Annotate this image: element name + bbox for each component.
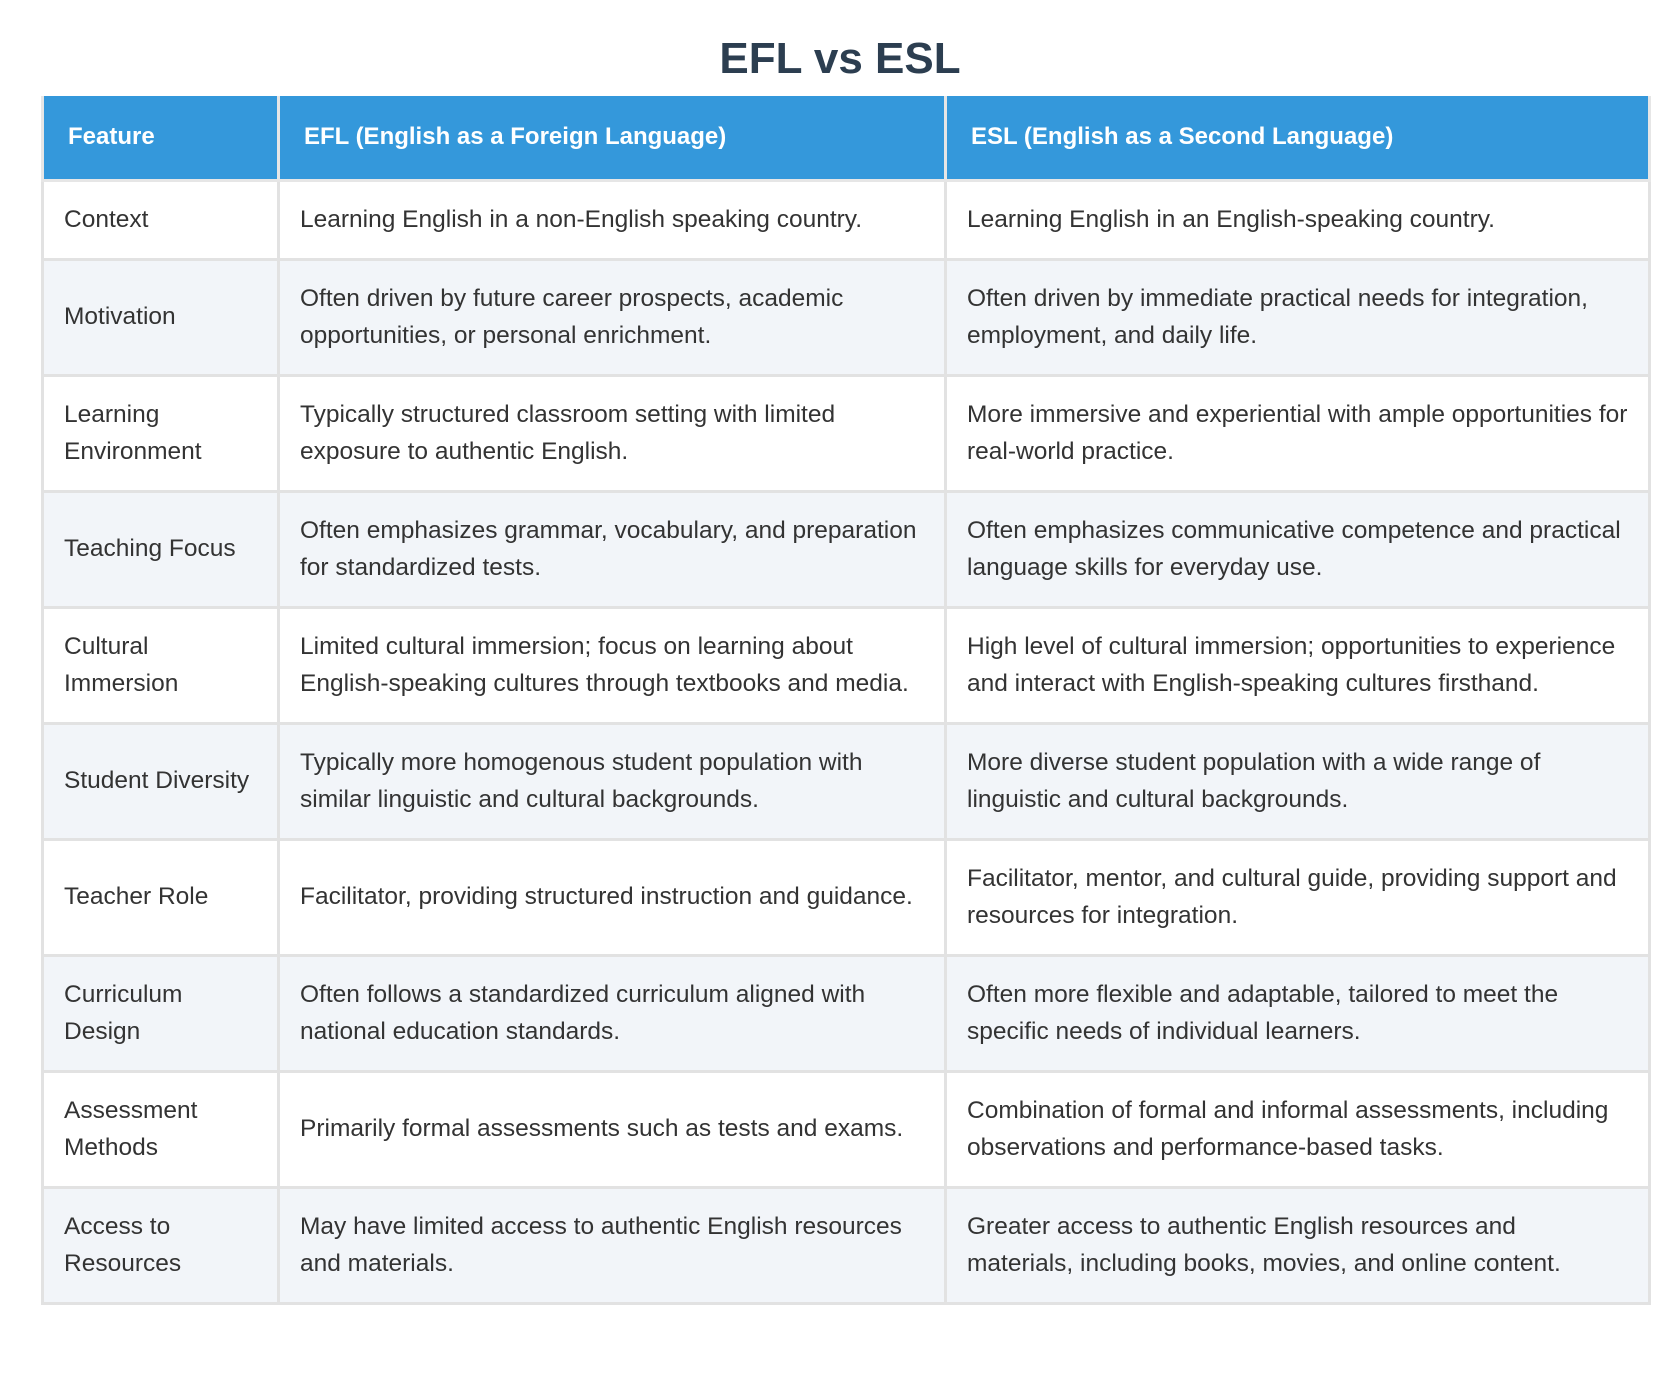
column-header: Feature	[41, 96, 280, 182]
table-row: Context Learning English in a non-English…	[41, 178, 1651, 261]
table-row: Cultural Immersion Limited cultural immer…	[41, 606, 1651, 725]
table-cell: Learning English in an English-speaking …	[944, 178, 1651, 261]
table-cell: High level of cultural immersion; opport…	[944, 606, 1651, 725]
table-cell: More diverse student population with a w…	[944, 722, 1651, 841]
table-cell: Facilitator, mentor, and cultural guide,…	[944, 838, 1651, 957]
column-header: EFL (English as a Foreign Language)	[277, 96, 947, 182]
table-cell: Combination of formal and informal asses…	[944, 1070, 1651, 1189]
table-row: Student Diversity Typically more homogeno…	[41, 722, 1651, 841]
table-cell: Often emphasizes communicative competenc…	[944, 490, 1651, 609]
comparison-table: Feature EFL (English as a Foreign Languag…	[41, 96, 1651, 1305]
table-row: Learning Environment Typically structured…	[41, 374, 1651, 493]
feature-cell: Learning Environment	[41, 374, 280, 493]
table-cell: Primarily formal assessments such as tes…	[277, 1070, 947, 1189]
feature-cell: Assessment Methods	[41, 1070, 280, 1189]
table-cell: Greater access to authentic English reso…	[944, 1186, 1651, 1305]
table-cell: Facilitator, providing structured instru…	[277, 838, 947, 957]
column-header: ESL (English as a Second Language)	[944, 96, 1651, 182]
table-cell: Often more flexible and adaptable, tailo…	[944, 954, 1651, 1073]
feature-cell: Context	[41, 178, 280, 261]
feature-cell: Motivation	[41, 258, 280, 377]
table-cell: Learning English in a non-English speaki…	[277, 178, 947, 261]
table-cell: Often driven by future career prospects,…	[277, 258, 947, 377]
table-cell: Often emphasizes grammar, vocabulary, an…	[277, 490, 947, 609]
table-header: Feature EFL (English as a Foreign Languag…	[41, 96, 1651, 182]
table-cell: May have limited access to authentic Eng…	[277, 1186, 947, 1305]
feature-cell: Curriculum Design	[41, 954, 280, 1073]
table-row: Teaching Focus Often emphasizes grammar, …	[41, 490, 1651, 609]
table-cell: More immersive and experiential with amp…	[944, 374, 1651, 493]
feature-cell: Cultural Immersion	[41, 606, 280, 725]
table-row: Curriculum Design Often follows a standar…	[41, 954, 1651, 1073]
table-row: Teacher Role Facilitator, providing struc…	[41, 838, 1651, 957]
header-row: Feature EFL (English as a Foreign Languag…	[41, 96, 1651, 182]
table-row: Access to Resources May have limited acce…	[41, 1186, 1651, 1305]
feature-cell: Access to Resources	[41, 1186, 280, 1305]
feature-cell: Teacher Role	[41, 838, 280, 957]
table-cell: Often driven by immediate practical need…	[944, 258, 1651, 377]
page-title: EFL vs ESL	[719, 34, 961, 83]
feature-cell: Teaching Focus	[41, 490, 280, 609]
table-body: Context Learning English in a non-English…	[41, 178, 1651, 1305]
table-row: Assessment Methods Primarily formal asses…	[41, 1070, 1651, 1189]
table-cell: Often follows a standardized curriculum …	[277, 954, 947, 1073]
table-cell: Typically structured classroom setting w…	[277, 374, 947, 493]
table-cell: Limited cultural immersion; focus on lea…	[277, 606, 947, 725]
table-cell: Typically more homogenous student popula…	[277, 722, 947, 841]
table-row: Motivation Often driven by future career …	[41, 258, 1651, 377]
feature-cell: Student Diversity	[41, 722, 280, 841]
